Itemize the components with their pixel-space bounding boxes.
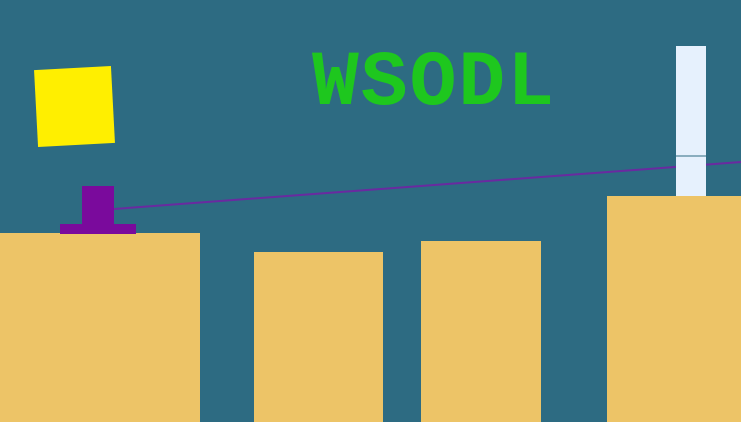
pillar-joint bbox=[676, 155, 706, 157]
platform-middle-right bbox=[421, 241, 541, 422]
platform-middle-left bbox=[254, 252, 383, 422]
yellow-block[interactable] bbox=[34, 66, 115, 147]
platform-right bbox=[607, 196, 741, 422]
game-title: WSODL bbox=[312, 40, 557, 128]
cannon-base bbox=[60, 224, 136, 234]
platform-left bbox=[0, 233, 200, 422]
target-pillar[interactable] bbox=[676, 46, 706, 196]
cannon-body[interactable] bbox=[82, 186, 114, 226]
